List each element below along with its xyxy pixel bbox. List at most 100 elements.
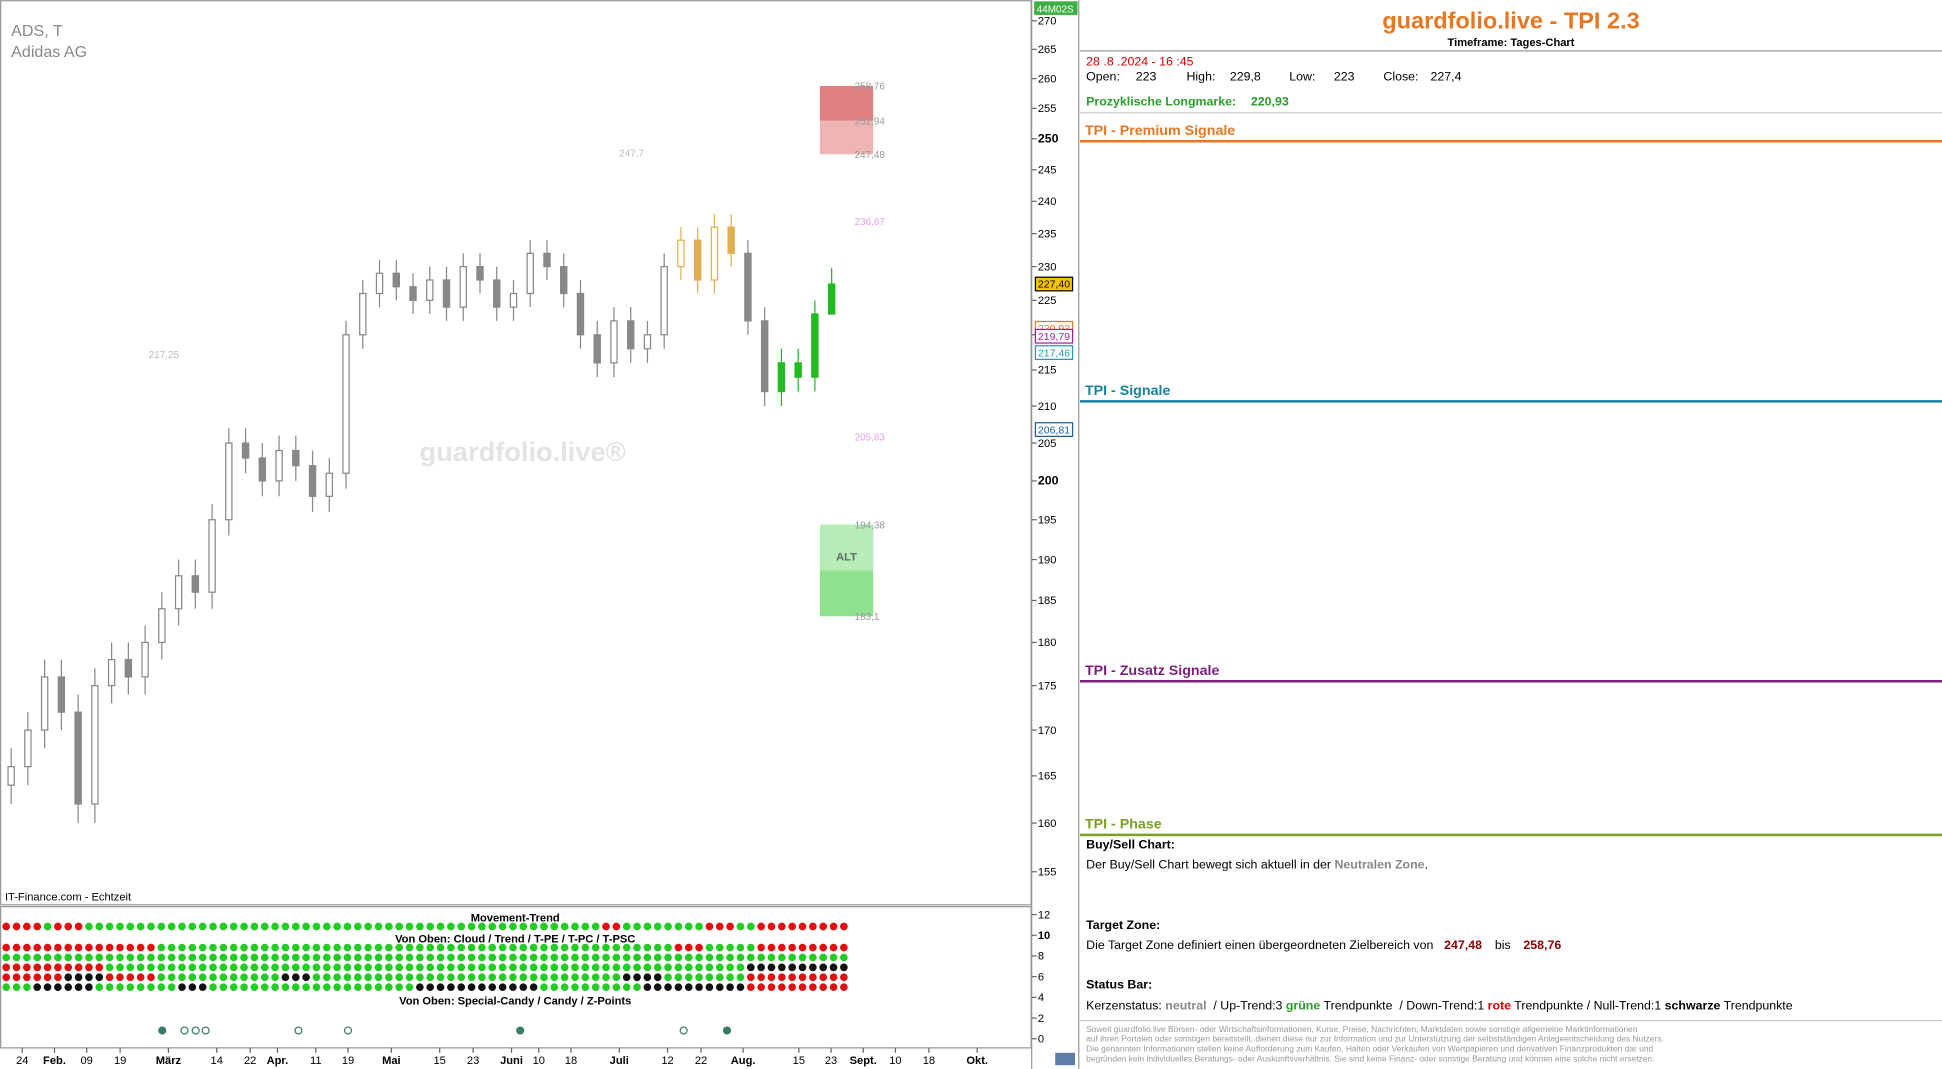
z-point [201, 1026, 210, 1035]
trend-dot [426, 973, 435, 982]
trend-dot [136, 983, 145, 992]
trend-dot [116, 963, 124, 972]
trend-dot [684, 922, 693, 931]
y-tick-label: 260 [1038, 73, 1057, 85]
text: Trendpunkte [1720, 998, 1792, 1012]
trend-dot [653, 953, 662, 962]
trend-dot [12, 983, 21, 992]
trend-dot [33, 943, 42, 952]
candle-body [509, 292, 518, 308]
trend-dot [684, 973, 693, 982]
trend-dot [684, 943, 693, 952]
trend-dot [271, 973, 279, 982]
text: rote [1488, 998, 1511, 1012]
zone-label: 247,48 [855, 150, 886, 161]
trend-dot [147, 983, 155, 992]
trend-dot [540, 983, 548, 992]
trend-dot [240, 953, 248, 962]
trend-dot [622, 953, 631, 962]
trend-dot [333, 922, 341, 931]
y-tick-label: 200 [1038, 474, 1059, 488]
trend-dot [147, 943, 155, 952]
trend-dot [384, 973, 393, 982]
trend-dot [674, 973, 683, 982]
trend-dot [426, 943, 435, 952]
trend-dot [281, 963, 290, 972]
trend-dot [198, 983, 207, 992]
trend-dot [209, 973, 217, 982]
trend-dot [695, 973, 703, 982]
trend-dot [322, 983, 331, 992]
trend-dot [353, 973, 362, 982]
trend-dot [809, 953, 817, 962]
price-tag [1034, 345, 1074, 361]
trend-dot [788, 973, 796, 982]
trend-dot [384, 953, 393, 962]
trend-dot [767, 963, 776, 972]
y-tick-label: 230 [1038, 261, 1057, 273]
trend-dot [374, 973, 383, 982]
trend-dot [229, 963, 238, 972]
trend-dot [426, 983, 435, 992]
trend-dot [633, 973, 641, 982]
trend-dot [302, 943, 310, 952]
trend-dot [788, 983, 796, 992]
trend-dot [664, 973, 672, 982]
trend-dot [188, 943, 197, 952]
trend-dot [602, 953, 610, 962]
trend-dot [550, 943, 559, 952]
trend-dot [829, 973, 838, 982]
trend-dot [653, 943, 662, 952]
trend-dot [622, 973, 631, 982]
text: Trendpunkte / Down-Trend:1 [1320, 998, 1487, 1012]
x-tick-label: Feb. [43, 1055, 66, 1067]
x-tick-label: 19 [342, 1055, 354, 1067]
trend-dot [643, 953, 652, 962]
trend-dot [209, 983, 217, 992]
trend-dot [571, 973, 579, 982]
zone-label: 194,38 [855, 520, 886, 531]
candle-body [208, 519, 216, 593]
trend-dot [653, 963, 662, 972]
section-title: TPI - Signale [1085, 383, 1171, 399]
trend-dot [612, 983, 621, 992]
candle-body [107, 658, 116, 687]
trend-dot [416, 953, 424, 962]
trend-dot [178, 953, 186, 962]
trend-dot [64, 963, 73, 972]
trend-dot [715, 983, 724, 992]
trend-dot [550, 953, 559, 962]
trend-dot [540, 922, 548, 931]
trend-dot [23, 973, 31, 982]
trend-dot [509, 983, 517, 992]
zone-label: 258,76 [855, 82, 886, 93]
trend-dot [602, 963, 610, 972]
trend-dot [260, 983, 269, 992]
trend-dot [767, 943, 776, 952]
trend-dot [250, 963, 259, 972]
trend-dot [436, 963, 445, 972]
x-tick-label: Mai [382, 1055, 401, 1067]
price-tag [1034, 328, 1074, 344]
trend-dot [777, 973, 786, 982]
trend-dot [333, 953, 341, 962]
trend-dot [188, 963, 197, 972]
trend-dot [312, 943, 321, 952]
trend-dot [54, 973, 62, 982]
trend-dot [447, 963, 455, 972]
trend-dot [322, 953, 331, 962]
trend-dot [447, 973, 455, 982]
candle-body [677, 239, 685, 268]
y-tick-label: 155 [1038, 866, 1057, 878]
trend-dot [819, 943, 828, 952]
candle-body [777, 362, 786, 393]
trend-dot [74, 953, 83, 962]
y-tick-label: 180 [1038, 637, 1057, 649]
trend-dot [591, 983, 600, 992]
y-tick-label: 12 [1038, 909, 1050, 921]
trend-dot [116, 973, 124, 982]
trend-dot [478, 943, 486, 952]
trend-dot [178, 963, 186, 972]
trend-dot [457, 953, 466, 962]
trend-dot [746, 963, 755, 972]
